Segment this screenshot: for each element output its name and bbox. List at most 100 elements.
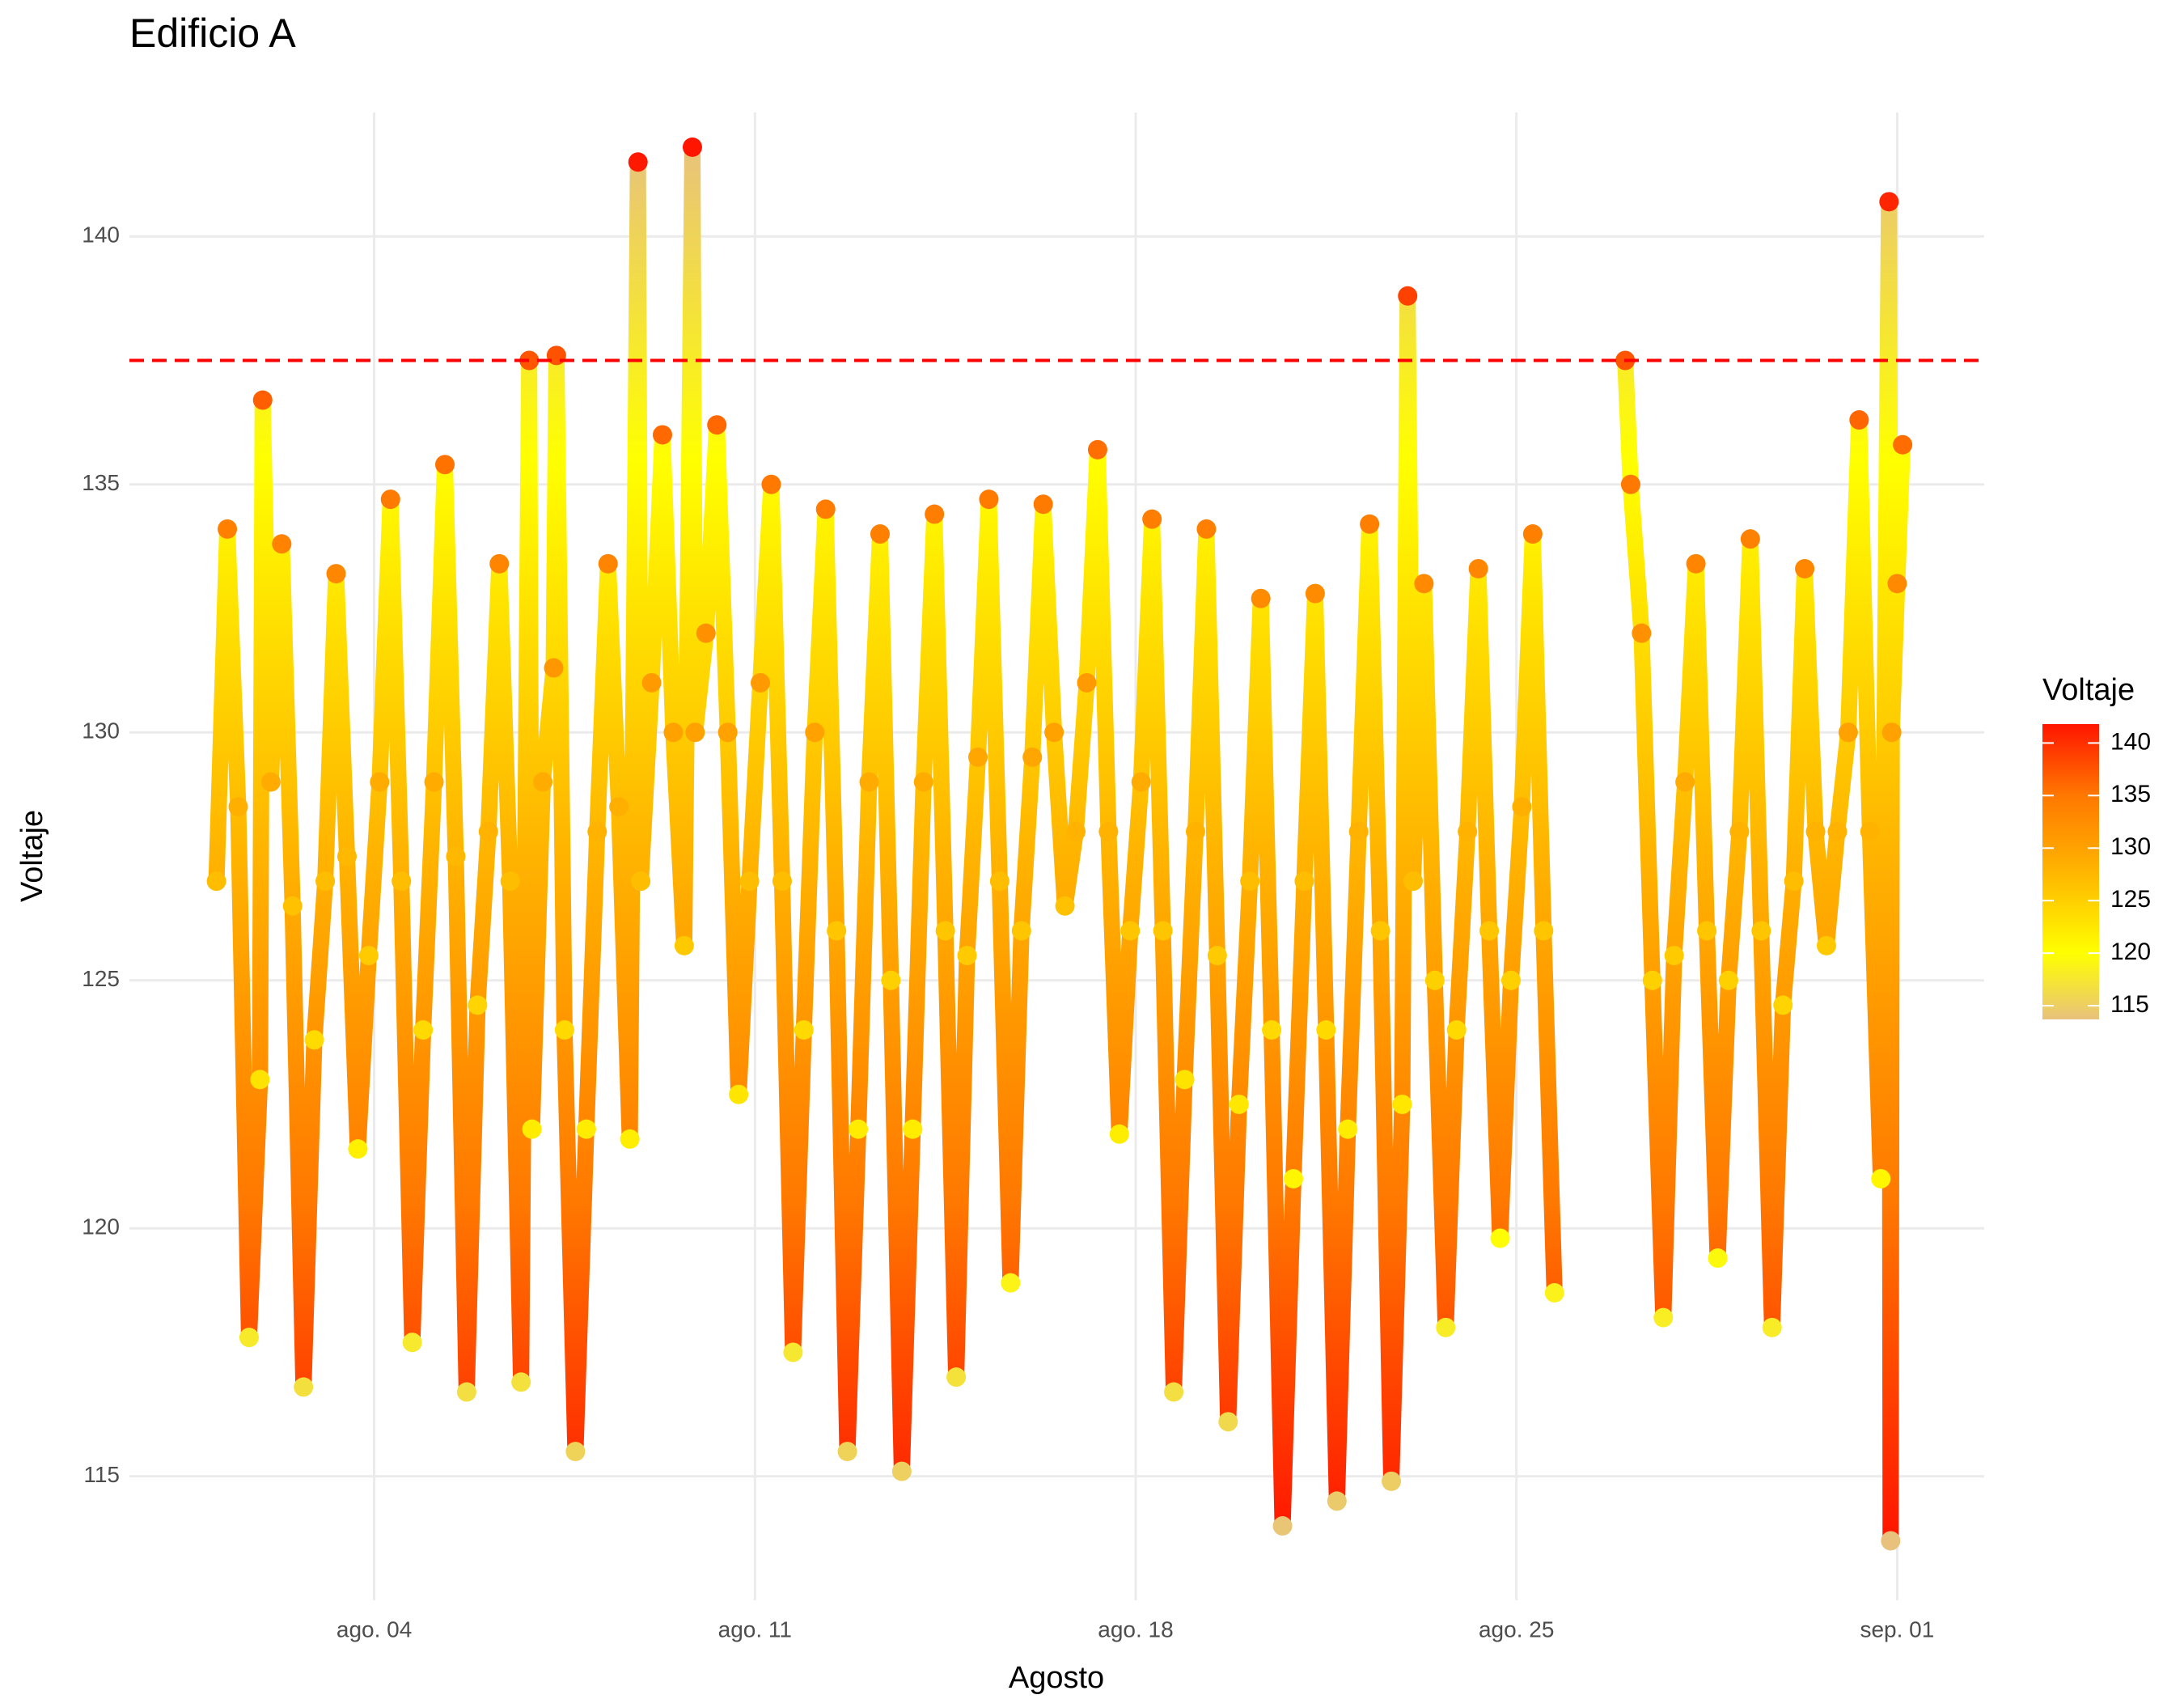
point <box>250 1070 270 1090</box>
legend-title: Voltaje <box>2042 673 2135 707</box>
point <box>511 1372 531 1392</box>
point <box>546 345 566 366</box>
point <box>1762 1317 1782 1337</box>
point <box>682 137 702 157</box>
point <box>1087 439 1107 460</box>
point <box>1098 821 1119 841</box>
point <box>717 722 738 743</box>
point <box>1664 946 1684 966</box>
point <box>1500 970 1521 990</box>
point <box>370 772 390 792</box>
point <box>1109 1124 1129 1144</box>
point <box>1360 514 1380 534</box>
point <box>519 350 540 371</box>
point <box>1218 1412 1238 1432</box>
point <box>1879 192 1899 212</box>
point <box>1262 1020 1282 1040</box>
point <box>1185 821 1205 841</box>
point <box>641 672 662 693</box>
point <box>260 772 281 792</box>
point <box>380 489 400 510</box>
point <box>989 871 1009 892</box>
point <box>218 519 238 539</box>
point <box>913 772 933 792</box>
point <box>815 499 836 519</box>
point <box>946 1367 967 1388</box>
point <box>783 1342 803 1362</box>
point <box>1284 1168 1304 1188</box>
point <box>1795 558 1815 578</box>
point <box>500 871 520 892</box>
color-bar-label: 115 <box>2110 991 2149 1018</box>
y-axis-label: Voltaje <box>15 810 49 902</box>
point <box>1382 1471 1402 1491</box>
point <box>1838 722 1858 743</box>
point <box>1055 896 1075 916</box>
point <box>631 871 651 892</box>
point <box>1729 821 1750 841</box>
point <box>1620 474 1640 494</box>
point <box>315 871 336 892</box>
point <box>336 846 357 866</box>
point <box>446 846 466 866</box>
color-bar-label: 125 <box>2110 886 2151 913</box>
point <box>1632 623 1652 643</box>
point <box>456 1382 476 1402</box>
point <box>620 1129 640 1149</box>
point <box>1153 921 1173 941</box>
point <box>837 1442 857 1462</box>
point <box>533 772 553 792</box>
point <box>239 1328 259 1348</box>
point <box>304 1030 324 1050</box>
point <box>1240 871 1260 892</box>
x-axis-label: Agosto <box>1009 1661 1104 1695</box>
point <box>1077 672 1097 693</box>
point <box>413 1020 434 1040</box>
point <box>435 455 455 475</box>
point <box>1642 970 1662 990</box>
point <box>1544 1282 1564 1303</box>
x-tick-label: ago. 18 <box>1098 1616 1173 1642</box>
point <box>652 425 672 445</box>
x-tick-label: ago. 25 <box>1479 1616 1554 1642</box>
point <box>282 896 303 916</box>
point <box>587 821 607 841</box>
point <box>1653 1307 1674 1328</box>
point <box>1175 1070 1195 1090</box>
point <box>1066 821 1086 841</box>
x-tick-label: sep. 01 <box>1860 1616 1934 1642</box>
y-tick-label: 125 <box>82 966 120 991</box>
point <box>1751 921 1771 941</box>
point <box>1272 1516 1293 1536</box>
point <box>1022 747 1043 767</box>
point <box>1327 1491 1347 1511</box>
point <box>1708 1248 1728 1269</box>
point <box>1871 1168 1891 1188</box>
point <box>1784 871 1804 892</box>
point <box>1490 1228 1510 1248</box>
point <box>935 921 955 941</box>
point <box>1458 821 1478 841</box>
point <box>1827 821 1848 841</box>
point <box>1294 871 1314 892</box>
point <box>544 658 564 678</box>
color-bar-label: 135 <box>2110 781 2151 807</box>
point <box>478 821 498 841</box>
point <box>1718 970 1738 990</box>
point <box>1316 1020 1336 1040</box>
point <box>1479 921 1500 941</box>
point <box>1849 410 1869 430</box>
point <box>1675 772 1695 792</box>
point <box>1131 772 1151 792</box>
point <box>294 1377 314 1397</box>
point <box>1033 494 1053 515</box>
point <box>891 1461 912 1481</box>
point <box>1044 722 1064 743</box>
point <box>1805 821 1826 841</box>
point <box>1196 519 1217 539</box>
color-bar-label: 130 <box>2110 833 2151 860</box>
point <box>348 1139 368 1159</box>
point <box>967 747 988 767</box>
voltage-trace <box>208 138 1911 1549</box>
